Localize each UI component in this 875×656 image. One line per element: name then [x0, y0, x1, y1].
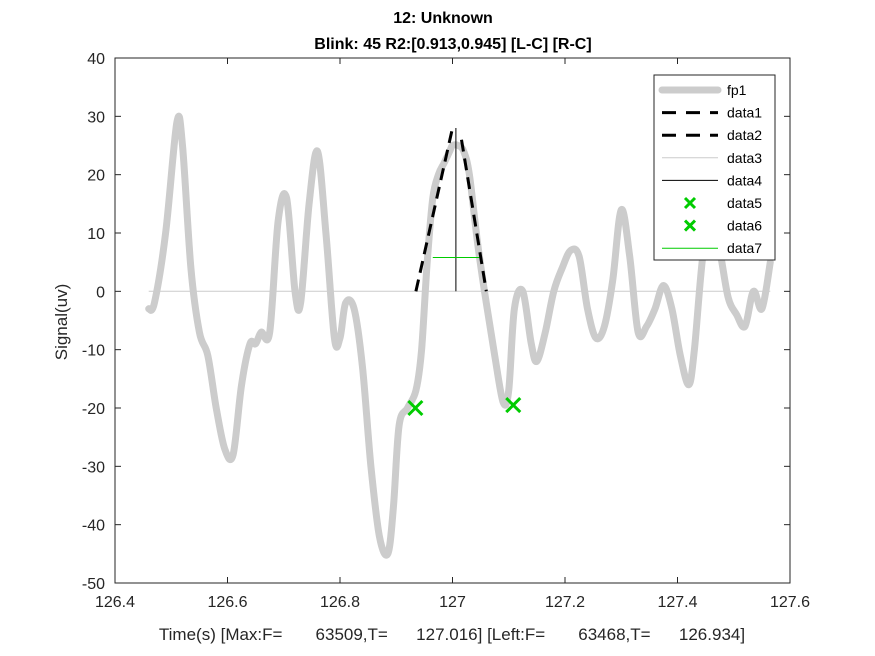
legend-label-data7: data7 [727, 240, 762, 256]
legend-label-data6: data6 [727, 218, 762, 234]
series-layer [145, 112, 774, 559]
legend-box [653, 74, 776, 261]
legend-item-data3: data3 [662, 150, 762, 166]
y-axis-label: Signal(uv) [52, 284, 71, 361]
chart-title: 12: Unknown [393, 10, 493, 27]
legend-label-data2: data2 [727, 127, 762, 143]
series-data5-point-0-stroke-b [407, 399, 424, 417]
legend-item-data2: data2 [662, 127, 762, 143]
y-tick-label-2: 20 [87, 168, 105, 185]
legend-item-fp1: fp1 [658, 82, 747, 98]
y-tick-label-6: -20 [82, 401, 105, 418]
series-data6-point-0 [505, 397, 522, 414]
y-tick-label-3: 10 [87, 226, 105, 243]
legend-marker-data6 [683, 219, 697, 232]
series-data2-line [460, 139, 488, 292]
y-tick-label-7: -30 [82, 459, 105, 476]
legend-marker-data5 [683, 196, 697, 210]
x-tick-label-6: 127.6 [770, 594, 810, 611]
y-tick-label-1: 30 [87, 109, 105, 126]
x-tick-label-4: 127.2 [545, 594, 585, 611]
legend-items: fp1 data1 data2 data3 data4 data5 data6 data7 [658, 82, 762, 256]
x-tick-label-0: 126.4 [95, 594, 135, 611]
legend: fp1 data1 data2 data3 data4 data5 data6 data7 [653, 74, 776, 261]
y-tick-label-9: -50 [82, 576, 105, 593]
x-tick-label-1: 126.6 [207, 594, 247, 611]
legend-label-data5: data5 [727, 195, 762, 211]
legend-item-data5: data5 [683, 195, 762, 211]
x-tick-label-3: 127 [439, 594, 466, 611]
ticks-layer: 126.4 126.6 126.8 127 127.2 127.4 127.6 40 30 20 1… [82, 51, 810, 611]
legend-label-fp1: fp1 [727, 82, 747, 98]
x-tick-label-2: 126.8 [320, 594, 360, 611]
y-tick-label-0: 40 [87, 51, 105, 68]
legend-item-data1: data1 [662, 105, 762, 121]
y-tick-label-5: -10 [82, 343, 105, 360]
legend-item-data4: data4 [662, 172, 762, 188]
legend-marker-data5-stroke-b [683, 196, 697, 210]
legend-marker-data6-stroke-b [683, 219, 697, 232]
x-axis-label: Time(s) [Max:F= 63509,T= 127.016] [Left:… [159, 625, 745, 644]
y-tick-label-8: -40 [82, 518, 105, 535]
series-data6-point-0-stroke-b [505, 397, 522, 414]
legend-label-data1: data1 [727, 105, 762, 121]
chart-subtitle: Blink: 45 R2:[0.913,0.945] [L-C] [R-C] [314, 36, 591, 53]
x-tick-label-5: 127.4 [657, 594, 697, 611]
legend-label-data3: data3 [727, 150, 762, 166]
y-tick-label-4: 0 [96, 284, 105, 301]
series-data1-line [414, 127, 454, 292]
legend-item-data7: data7 [662, 240, 762, 256]
series-data5-point-0 [407, 399, 424, 417]
legend-label-data4: data4 [727, 172, 762, 188]
legend-item-data6: data6 [683, 218, 762, 234]
